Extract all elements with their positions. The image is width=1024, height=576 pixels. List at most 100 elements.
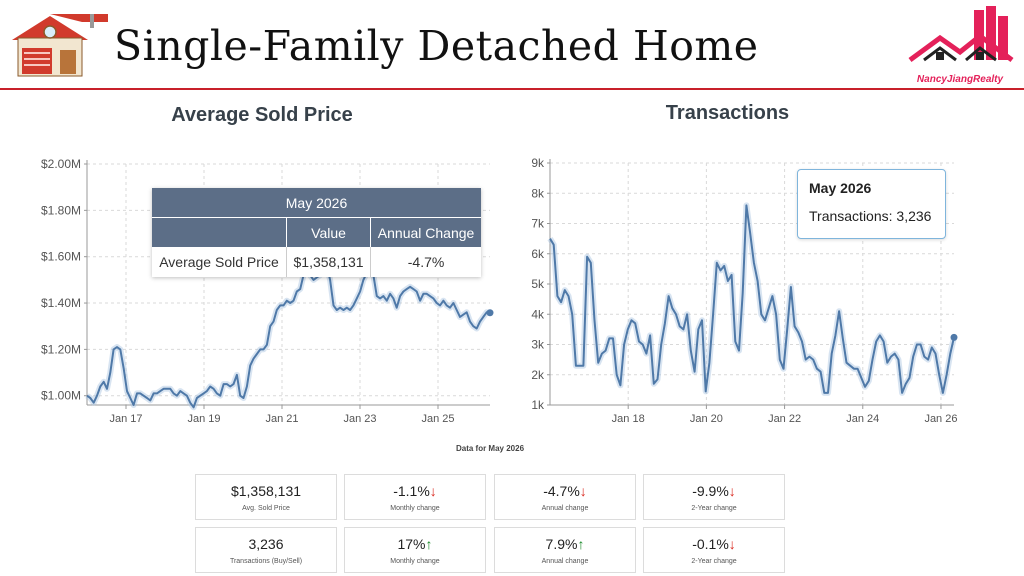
stat-value: -4.7%↓ bbox=[543, 483, 587, 499]
data-point bbox=[356, 297, 358, 299]
data-point bbox=[642, 344, 644, 346]
stat-card: 3,236 Transactions (Buy/Sell) bbox=[195, 527, 337, 573]
table-header-title: May 2026 bbox=[152, 188, 481, 218]
data-point bbox=[223, 383, 225, 385]
data-point bbox=[386, 300, 388, 302]
highlighted-point[interactable] bbox=[950, 333, 958, 341]
stat-card: 7.9%↑ Annual change bbox=[494, 527, 636, 573]
series-line bbox=[86, 265, 491, 409]
data-point bbox=[571, 313, 573, 315]
data-point bbox=[638, 340, 640, 342]
stat-card: -4.7%↓ Annual change bbox=[494, 474, 636, 520]
data-point bbox=[664, 322, 666, 324]
data-point bbox=[753, 262, 755, 264]
data-point bbox=[560, 301, 562, 303]
data-point bbox=[690, 350, 692, 352]
data-point bbox=[133, 404, 135, 406]
stat-value: -9.9%↓ bbox=[692, 483, 736, 499]
data-point bbox=[216, 392, 218, 394]
tooltip-body: Transactions: 3,236 bbox=[809, 208, 932, 224]
data-point bbox=[679, 325, 681, 327]
stat-label: Annual change bbox=[541, 558, 589, 565]
data-point bbox=[909, 377, 911, 379]
data-point bbox=[682, 328, 684, 330]
data-point bbox=[745, 204, 747, 206]
data-point bbox=[883, 340, 885, 342]
x-tick-label: Jan 21 bbox=[265, 413, 298, 425]
data-point bbox=[109, 372, 111, 374]
data-point bbox=[119, 348, 121, 350]
data-point bbox=[705, 390, 707, 392]
data-point bbox=[694, 371, 696, 373]
data-point bbox=[139, 392, 141, 394]
data-point bbox=[927, 359, 929, 361]
data-point bbox=[169, 388, 171, 390]
data-point bbox=[196, 397, 198, 399]
data-point bbox=[586, 256, 588, 258]
series-line bbox=[549, 204, 955, 394]
data-point bbox=[627, 328, 629, 330]
y-tick-label: $1.40M bbox=[41, 296, 81, 310]
data-point bbox=[409, 286, 411, 288]
data-point bbox=[416, 290, 418, 292]
data-point bbox=[775, 313, 777, 315]
data-point bbox=[312, 279, 314, 281]
arrow-up-icon: ↑ bbox=[577, 536, 585, 552]
highlighted-point[interactable] bbox=[486, 309, 494, 317]
data-point bbox=[229, 385, 231, 387]
data-point bbox=[352, 304, 354, 306]
data-point bbox=[738, 350, 740, 352]
data-point bbox=[575, 365, 577, 367]
data-point bbox=[189, 402, 191, 404]
data-point bbox=[623, 344, 625, 346]
x-tick-label: Jan 17 bbox=[109, 413, 142, 425]
y-tick-label: 5k bbox=[531, 277, 545, 291]
data-point bbox=[396, 307, 398, 309]
data-point bbox=[136, 392, 138, 394]
data-point bbox=[645, 353, 647, 355]
data-point bbox=[116, 346, 118, 348]
brand-logo: NancyJiangRealty bbox=[900, 4, 1020, 90]
data-point bbox=[820, 371, 822, 373]
data-point bbox=[923, 356, 925, 358]
stat-label: Avg. Sold Price bbox=[242, 505, 290, 512]
data-point bbox=[849, 365, 851, 367]
y-tick-label: $1.80M bbox=[41, 203, 81, 217]
data-point bbox=[159, 390, 161, 392]
data-point bbox=[253, 358, 255, 360]
table-row-value: $1,358,131 bbox=[286, 247, 372, 277]
data-point bbox=[579, 365, 581, 367]
data-point bbox=[771, 295, 773, 297]
data-point bbox=[399, 295, 401, 297]
data-point bbox=[129, 397, 131, 399]
data-point bbox=[564, 289, 566, 291]
data-point bbox=[605, 350, 607, 352]
stat-value: $1,358,131 bbox=[230, 483, 302, 499]
data-point bbox=[582, 365, 584, 367]
stat-label: Annual change bbox=[541, 505, 589, 512]
data-point bbox=[153, 392, 155, 394]
data-point bbox=[671, 307, 673, 309]
data-point bbox=[146, 397, 148, 399]
stat-card: $1,358,131 Avg. Sold Price bbox=[195, 474, 337, 520]
data-point bbox=[479, 321, 481, 323]
data-point bbox=[446, 304, 448, 306]
tooltip-title: May 2026 bbox=[809, 180, 872, 196]
data-point bbox=[727, 280, 729, 282]
data-point bbox=[376, 295, 378, 297]
data-point bbox=[276, 309, 278, 311]
y-tick-label: $1.20M bbox=[41, 342, 81, 356]
data-point bbox=[764, 319, 766, 321]
data-point bbox=[236, 374, 238, 376]
data-point bbox=[568, 295, 570, 297]
data-point bbox=[179, 390, 181, 392]
y-tick-label: 6k bbox=[531, 247, 545, 261]
x-tick-label: Jan 19 bbox=[187, 413, 220, 425]
stat-card: -1.1%↓ Monthly change bbox=[344, 474, 486, 520]
data-point bbox=[553, 244, 555, 246]
data-point bbox=[631, 319, 633, 321]
data-point bbox=[760, 313, 762, 315]
data-point bbox=[857, 368, 859, 370]
data-point bbox=[332, 304, 334, 306]
data-point bbox=[797, 331, 799, 333]
